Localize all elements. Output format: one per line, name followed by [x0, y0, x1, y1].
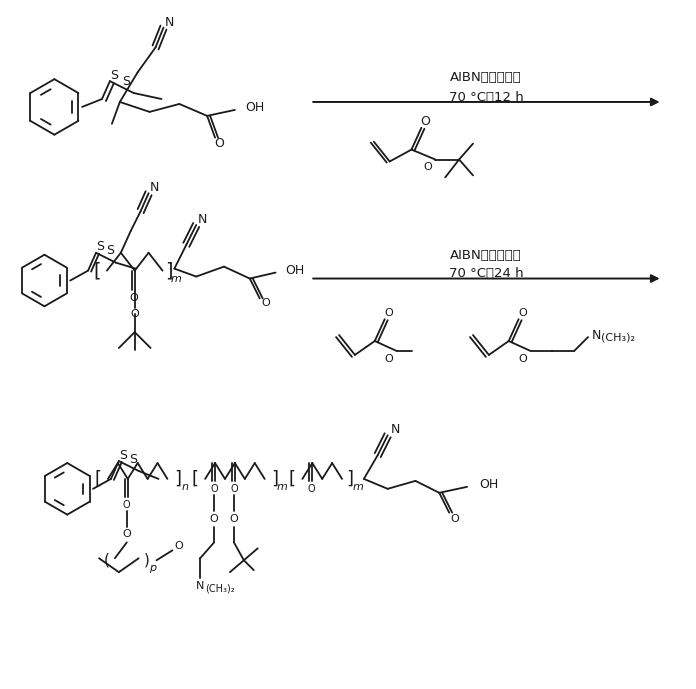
Text: (CH₃)₂: (CH₃)₂: [205, 583, 235, 593]
Text: O: O: [129, 294, 138, 303]
Text: N: N: [592, 329, 601, 342]
Text: O: O: [308, 484, 315, 494]
Text: 70 °C，24 h: 70 °C，24 h: [449, 267, 523, 280]
Text: [: [: [93, 261, 101, 280]
Text: O: O: [174, 542, 183, 551]
Text: p: p: [149, 563, 156, 573]
Text: [: [: [95, 470, 102, 488]
Text: N: N: [196, 581, 205, 591]
Text: O: O: [384, 354, 393, 364]
Text: AIBN，二氧六环: AIBN，二氧六环: [450, 71, 522, 83]
Text: AIBN，二氧六环: AIBN，二氧六环: [450, 249, 522, 263]
Text: O: O: [519, 354, 527, 364]
Text: OH: OH: [285, 264, 305, 277]
Text: O: O: [261, 298, 270, 309]
Text: S: S: [106, 245, 114, 257]
Text: O: O: [210, 484, 218, 494]
Text: m: m: [277, 482, 288, 492]
Text: m: m: [171, 274, 182, 284]
Text: S: S: [110, 69, 118, 82]
Text: ]: ]: [347, 470, 354, 488]
Text: O: O: [122, 529, 131, 539]
Text: m: m: [352, 482, 363, 492]
Text: S: S: [119, 449, 127, 462]
Text: N: N: [150, 181, 159, 194]
Text: OH: OH: [245, 101, 264, 114]
Text: O: O: [130, 309, 139, 319]
Text: O: O: [420, 115, 430, 128]
Text: O: O: [423, 163, 432, 172]
Text: O: O: [230, 513, 238, 524]
Text: O: O: [209, 513, 219, 524]
Text: O: O: [384, 308, 393, 318]
Text: ): ): [143, 553, 150, 568]
Text: O: O: [230, 484, 238, 494]
Text: O: O: [451, 513, 459, 524]
Text: 70 °C，12 h: 70 °C，12 h: [448, 90, 523, 103]
Text: n: n: [182, 482, 189, 492]
Text: S: S: [122, 74, 129, 88]
Text: ]: ]: [165, 261, 172, 280]
Text: O: O: [123, 500, 131, 510]
Text: S: S: [96, 240, 104, 254]
Text: O: O: [214, 137, 224, 150]
Text: N: N: [165, 16, 174, 29]
Text: N: N: [391, 423, 400, 436]
Text: ]: ]: [271, 470, 278, 488]
Text: [: [: [289, 470, 296, 488]
Text: (CH₃)₂: (CH₃)₂: [601, 332, 635, 342]
Text: O: O: [519, 308, 527, 318]
Text: (: (: [104, 553, 110, 568]
Text: ]: ]: [174, 470, 181, 488]
Text: N: N: [198, 212, 207, 225]
Text: [: [: [191, 470, 199, 488]
Text: S: S: [129, 453, 136, 466]
Text: OH: OH: [479, 478, 498, 491]
